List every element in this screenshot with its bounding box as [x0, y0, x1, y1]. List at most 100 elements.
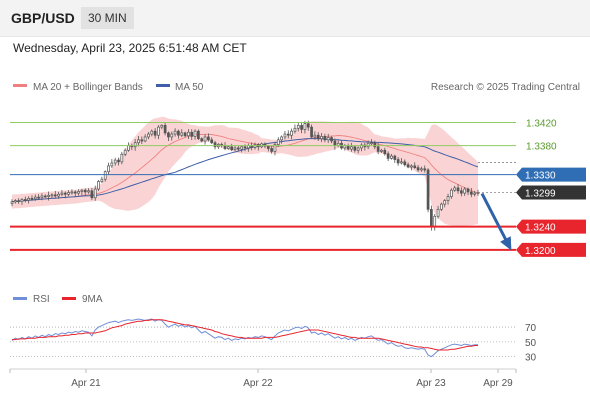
candle-body: [386, 153, 390, 159]
projection-arrowhead: [500, 236, 512, 251]
candle-body: [236, 147, 240, 150]
candle-body: [110, 162, 114, 167]
candle-body: [283, 133, 287, 138]
rsi-panel: 70 50 30: [10, 318, 537, 364]
candle-body: [280, 136, 283, 141]
candle-body: [366, 142, 370, 148]
candle-body: [23, 199, 27, 201]
candle-body: [300, 125, 303, 130]
rsi-tick-label: 70: [525, 323, 537, 334]
x-tick-label: Apr 23: [416, 378, 446, 389]
candle-body: [426, 169, 430, 210]
ma50-legend-swatch: [156, 84, 170, 87]
candle-body: [60, 192, 64, 195]
candle-body: [406, 164, 410, 168]
candle-body: [167, 132, 170, 138]
candle-body: [87, 190, 90, 193]
candle-body: [423, 168, 427, 171]
candle-body: [263, 143, 267, 147]
candle-body: [137, 139, 140, 144]
candle-body: [213, 142, 217, 148]
candle-body: [80, 189, 84, 192]
candle-body: [27, 197, 30, 201]
support-label: 1.3200: [525, 246, 556, 257]
candle-body: [473, 192, 477, 195]
levels-layer: 1.3420 1.3380 1.3330 1.3299 1.3240 1.3200: [10, 118, 586, 257]
candle-body: [207, 136, 210, 141]
support-label-box: [516, 219, 586, 234]
support-label: 1.3240: [525, 223, 556, 234]
candle-body: [30, 197, 34, 200]
projection-arrow: [480, 192, 512, 249]
candle-body: [390, 155, 393, 159]
candle-body: [187, 131, 190, 137]
candle-body: [230, 146, 234, 151]
x-tick-label: Apr 22: [243, 378, 273, 389]
candle-body: [73, 191, 77, 194]
candle-body: [143, 136, 147, 142]
candle-body: [306, 123, 310, 128]
candle-body: [153, 130, 157, 136]
candle-body: [40, 195, 44, 199]
candle-body: [286, 133, 290, 136]
candle-body: [127, 145, 130, 151]
x-tick-label: Apr 21: [71, 378, 101, 389]
candle-body: [450, 189, 453, 197]
candle-body: [323, 136, 327, 141]
candle-body: [446, 196, 450, 201]
candle-body: [380, 149, 383, 152]
symbol-label: GBP/USD: [11, 10, 75, 26]
candle-body: [57, 193, 60, 197]
ma20-legend-swatch: [13, 84, 27, 87]
candle-body: [456, 187, 460, 192]
candle-body: [436, 208, 440, 217]
candle-body: [173, 130, 177, 135]
last-price-label: 1.3299: [525, 189, 556, 200]
candle-body: [37, 196, 40, 199]
ma20-line: [11, 133, 479, 203]
candle-body: [123, 149, 127, 155]
copyright-label: Research © 2025 Trading Central: [431, 82, 580, 93]
candle-body: [53, 194, 57, 197]
candle-body: [460, 190, 463, 194]
candle-body: [183, 132, 187, 137]
candle-body: [393, 155, 397, 160]
price-panel: [10, 116, 480, 231]
candle-body: [320, 136, 323, 140]
candle-body: [20, 199, 24, 202]
candle-body: [266, 145, 270, 149]
pivot-label-box: [516, 167, 586, 182]
candle-body: [360, 144, 363, 149]
rsi-legend-swatch: [13, 297, 27, 300]
rsi-tick-label: 50: [525, 338, 537, 349]
candle-body: [403, 161, 407, 166]
candle-body: [63, 192, 67, 195]
candle-body: [160, 125, 164, 128]
candle-body: [243, 146, 247, 149]
candle-body: [100, 178, 104, 182]
ma20-legend-label: MA 20 + Bollinger Bands: [33, 82, 143, 93]
candle-body: [97, 181, 100, 190]
candle-body: [440, 203, 443, 210]
candle-body: [120, 153, 124, 163]
candle-body: [103, 171, 107, 180]
candle-body: [197, 130, 200, 140]
candle-body: [353, 146, 357, 151]
candle-body: [227, 146, 230, 149]
pivot-label: 1.3330: [525, 171, 556, 182]
ma50-legend-label: MA 50: [175, 82, 204, 93]
bollinger-band: [12, 116, 478, 226]
candle-body: [157, 126, 160, 136]
candle-body: [413, 165, 417, 168]
candle-body: [140, 139, 144, 142]
rsi-legend-label: RSI: [33, 294, 50, 305]
candle-body: [313, 134, 317, 138]
candle-body: [150, 130, 154, 135]
candle-body: [200, 138, 204, 142]
candle-body: [276, 139, 280, 145]
timeframe-button[interactable]: 30 MIN: [81, 7, 134, 29]
candle-body: [463, 188, 467, 194]
candle-body: [370, 142, 373, 145]
candle-body: [77, 191, 80, 194]
candle-body: [93, 188, 97, 199]
